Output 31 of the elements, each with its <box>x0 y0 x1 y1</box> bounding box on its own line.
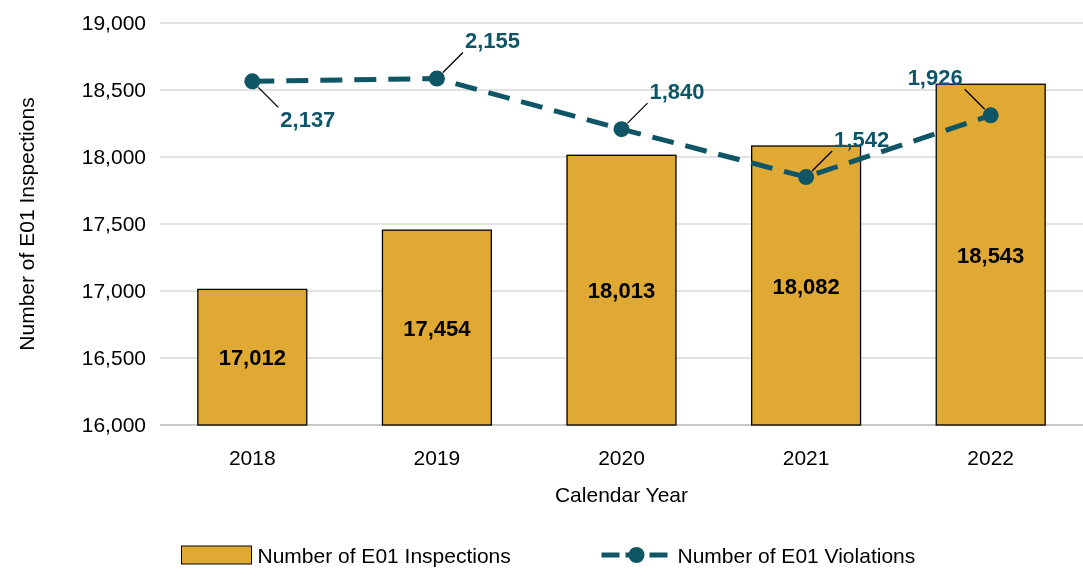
y-tick-label: 17,500 <box>81 212 146 235</box>
data-label: 1,926 <box>907 65 963 91</box>
y-tick-label: 17,000 <box>81 279 146 302</box>
data-label: 18,013 <box>587 278 656 304</box>
y-tick-label: 16,000 <box>81 413 146 436</box>
point <box>613 121 630 138</box>
x-tick-label: 2019 <box>413 446 461 469</box>
y-tick-label: 18,500 <box>81 78 146 101</box>
point <box>244 73 261 90</box>
x-tick-label: 2022 <box>967 446 1015 469</box>
data-label: 17,012 <box>218 345 286 371</box>
y-tick-label: 19,000 <box>81 11 146 34</box>
data-label: 17,454 <box>403 315 472 341</box>
y-tick-label: 18,000 <box>81 145 146 168</box>
legend-label: Number of E01 Inspections <box>257 544 511 567</box>
data-label: 2,137 <box>280 107 336 133</box>
data-label: 1,840 <box>649 79 705 105</box>
data-label: 1,542 <box>834 127 890 153</box>
legend-label: Number of E01 Violations <box>677 544 916 567</box>
x-tick-label: 2020 <box>598 446 645 469</box>
x-tick-label: 2021 <box>782 446 830 469</box>
y-axis-title: Number of E01 Inspections <box>15 97 38 351</box>
point <box>798 169 815 186</box>
point <box>428 70 445 87</box>
data-label: 18,543 <box>957 242 1025 268</box>
data-label: 18,082 <box>772 273 840 299</box>
y-tick-label: 16,500 <box>81 346 146 369</box>
data-label: 2,155 <box>464 28 520 54</box>
point <box>982 107 999 124</box>
x-axis-title: Calendar Year <box>554 483 689 506</box>
x-tick-label: 2018 <box>228 446 276 469</box>
